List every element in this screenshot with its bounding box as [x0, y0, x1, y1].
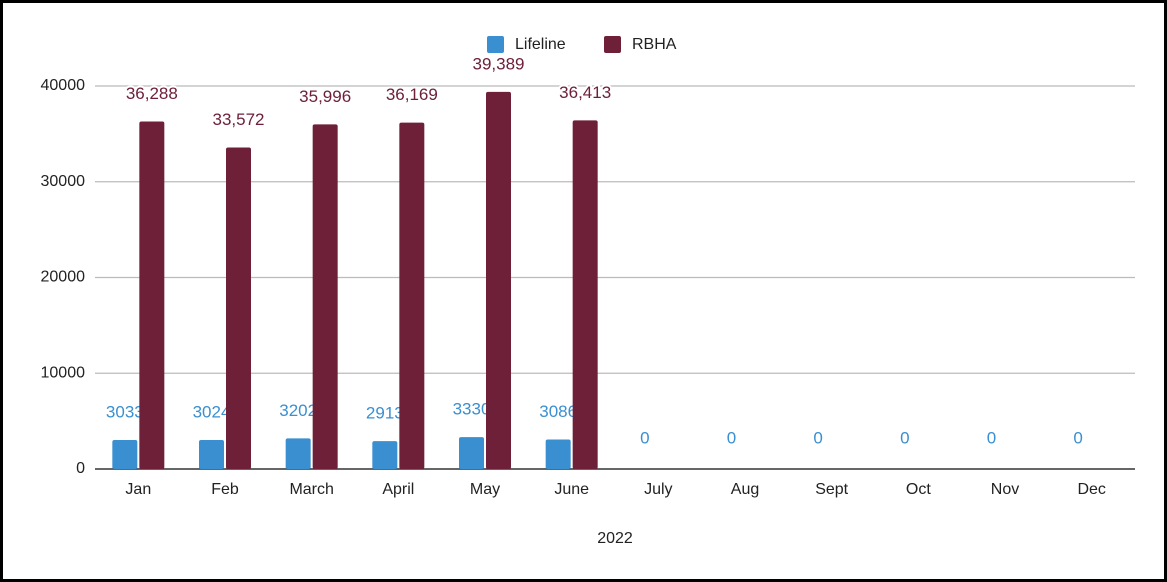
x-tick-label: March: [289, 481, 333, 498]
data-label: 33,572: [213, 110, 265, 129]
bar: [486, 91, 511, 469]
bar: [572, 120, 598, 470]
legend-label: Lifeline: [515, 36, 566, 53]
y-tick-label: 30000: [41, 173, 86, 190]
data-label: 3330: [453, 400, 491, 419]
x-tick-label: Jan: [125, 481, 151, 498]
y-tick-label: 40000: [41, 77, 86, 94]
data-label: 36,413: [559, 83, 611, 102]
data-label: 35,996: [299, 87, 351, 106]
data-label: 3202: [279, 401, 317, 420]
x-tick-label: Nov: [991, 481, 1019, 498]
data-label: 0: [640, 428, 649, 447]
x-tick-label: July: [644, 481, 672, 498]
x-tick-label: Aug: [731, 481, 759, 498]
x-tick-label: Dec: [1077, 481, 1105, 498]
legend-swatch: [604, 36, 621, 53]
data-label: 0: [727, 428, 736, 447]
data-label: 36,169: [386, 85, 438, 104]
data-label: 3086: [539, 402, 577, 421]
data-label: 0: [1073, 428, 1082, 447]
bar: [312, 124, 338, 469]
data-label: 0: [987, 428, 996, 447]
data-label: 3024: [193, 403, 231, 422]
legend-swatch: [487, 36, 504, 53]
x-tick-label: May: [470, 481, 500, 498]
data-label: 0: [813, 428, 822, 447]
bar: [226, 147, 251, 469]
x-tick-label: Feb: [211, 481, 239, 498]
data-label: 39,389: [473, 54, 525, 73]
legend-label: RBHA: [632, 36, 677, 53]
x-tick-label: June: [554, 481, 589, 498]
y-tick-label: 20000: [41, 269, 86, 286]
bar: [285, 438, 311, 469]
bar: [545, 439, 571, 469]
data-label: 0: [900, 428, 909, 447]
bar: [139, 121, 165, 470]
data-label: 2913: [366, 404, 404, 423]
data-label: 3033: [106, 402, 144, 421]
x-tick-label: Oct: [906, 481, 931, 498]
bar: [459, 437, 484, 469]
x-axis-label: 2022: [597, 530, 633, 547]
bar: [372, 441, 398, 469]
bar: [399, 122, 425, 469]
x-tick-label: Sept: [815, 481, 848, 498]
x-tick-label: April: [382, 481, 414, 498]
data-label: 36,288: [126, 84, 178, 103]
bar: [199, 440, 224, 469]
y-tick-label: 10000: [41, 364, 86, 381]
bar: [112, 439, 138, 469]
y-tick-label: 0: [76, 460, 85, 477]
